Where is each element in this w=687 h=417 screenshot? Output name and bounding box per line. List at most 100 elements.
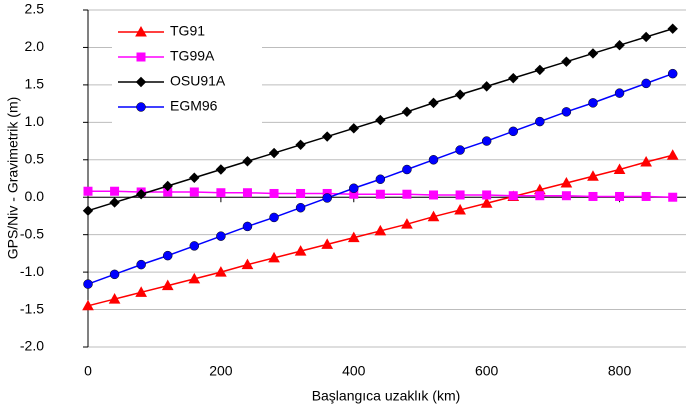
marker: [136, 52, 146, 62]
legend-label: EGM96: [170, 98, 218, 114]
marker: [109, 197, 120, 208]
marker: [534, 64, 546, 76]
x-tick-label: 200: [209, 363, 233, 379]
marker: [215, 164, 227, 175]
x-tick-label: 400: [342, 363, 366, 379]
marker: [508, 72, 519, 84]
y-axis-title: GPS/Niv - Gravimetrik (m): [5, 97, 21, 260]
marker: [189, 241, 200, 251]
marker: [295, 139, 306, 151]
y-tick-label: -1.0: [20, 263, 44, 279]
marker: [241, 258, 254, 270]
marker: [454, 203, 466, 215]
y-tick-label: 0.5: [25, 150, 45, 166]
series: [83, 186, 678, 202]
marker: [481, 136, 492, 146]
marker: [82, 205, 94, 216]
marker: [269, 188, 279, 198]
marker: [480, 197, 493, 208]
marker: [402, 189, 412, 199]
marker: [587, 48, 599, 59]
marker: [295, 202, 306, 213]
marker: [401, 106, 413, 118]
y-tick-label: 1.0: [25, 113, 45, 129]
y-tick-label: -1.5: [20, 300, 44, 316]
marker: [641, 78, 651, 89]
marker: [135, 286, 148, 297]
marker: [374, 224, 387, 236]
y-tick-label: -2.0: [20, 338, 44, 354]
marker: [109, 269, 120, 280]
y-tick-label: 2.5: [25, 1, 45, 17]
marker: [269, 212, 279, 223]
x-axis-title: Başlangıca uzaklık (km): [312, 388, 461, 404]
marker: [667, 23, 678, 34]
marker: [375, 114, 386, 126]
legend-label: TG91: [170, 23, 205, 39]
marker: [110, 186, 120, 196]
marker: [428, 155, 439, 165]
marker: [189, 187, 199, 197]
series: [83, 68, 678, 289]
marker: [668, 192, 678, 202]
marker: [82, 299, 94, 311]
marker: [268, 147, 280, 159]
marker: [135, 25, 147, 37]
x-tick-label: 800: [608, 363, 632, 379]
marker: [215, 266, 227, 277]
marker: [321, 131, 333, 142]
marker: [454, 89, 466, 100]
marker: [108, 293, 121, 304]
marker: [296, 188, 306, 198]
y-tick-label: 0.0: [25, 188, 45, 204]
marker: [135, 76, 147, 88]
legend-label: OSU91A: [170, 73, 226, 89]
marker: [614, 39, 625, 51]
marker: [588, 98, 598, 108]
marker: [640, 155, 652, 167]
marker: [242, 156, 253, 167]
marker: [429, 190, 439, 200]
marker: [588, 191, 598, 201]
marker: [666, 149, 679, 160]
marker: [667, 68, 678, 79]
marker: [481, 81, 492, 92]
marker: [242, 188, 252, 198]
marker: [136, 102, 146, 112]
marker: [428, 97, 439, 109]
marker: [189, 172, 200, 183]
marker: [83, 279, 93, 289]
marker: [375, 174, 386, 184]
marker: [216, 188, 226, 198]
y-tick-label: 2.0: [25, 38, 45, 54]
marker: [614, 88, 625, 98]
marker: [587, 170, 599, 181]
marker: [161, 279, 174, 291]
marker: [508, 191, 518, 201]
marker: [136, 259, 146, 270]
marker: [402, 164, 412, 175]
marker: [188, 272, 201, 284]
marker: [535, 191, 545, 201]
marker: [535, 116, 545, 127]
marker: [401, 218, 413, 229]
series: [82, 149, 679, 311]
marker: [349, 183, 359, 193]
marker: [162, 180, 173, 192]
marker: [321, 238, 334, 249]
marker: [375, 189, 385, 199]
marker: [561, 191, 571, 201]
marker: [348, 123, 359, 134]
marker: [455, 145, 465, 155]
marker: [242, 221, 253, 232]
marker: [455, 190, 465, 200]
marker: [322, 193, 332, 203]
marker: [640, 31, 652, 43]
marker: [216, 231, 226, 241]
marker: [561, 56, 572, 67]
marker: [615, 191, 625, 201]
marker: [508, 126, 518, 137]
marker: [294, 245, 307, 256]
marker: [560, 176, 573, 188]
